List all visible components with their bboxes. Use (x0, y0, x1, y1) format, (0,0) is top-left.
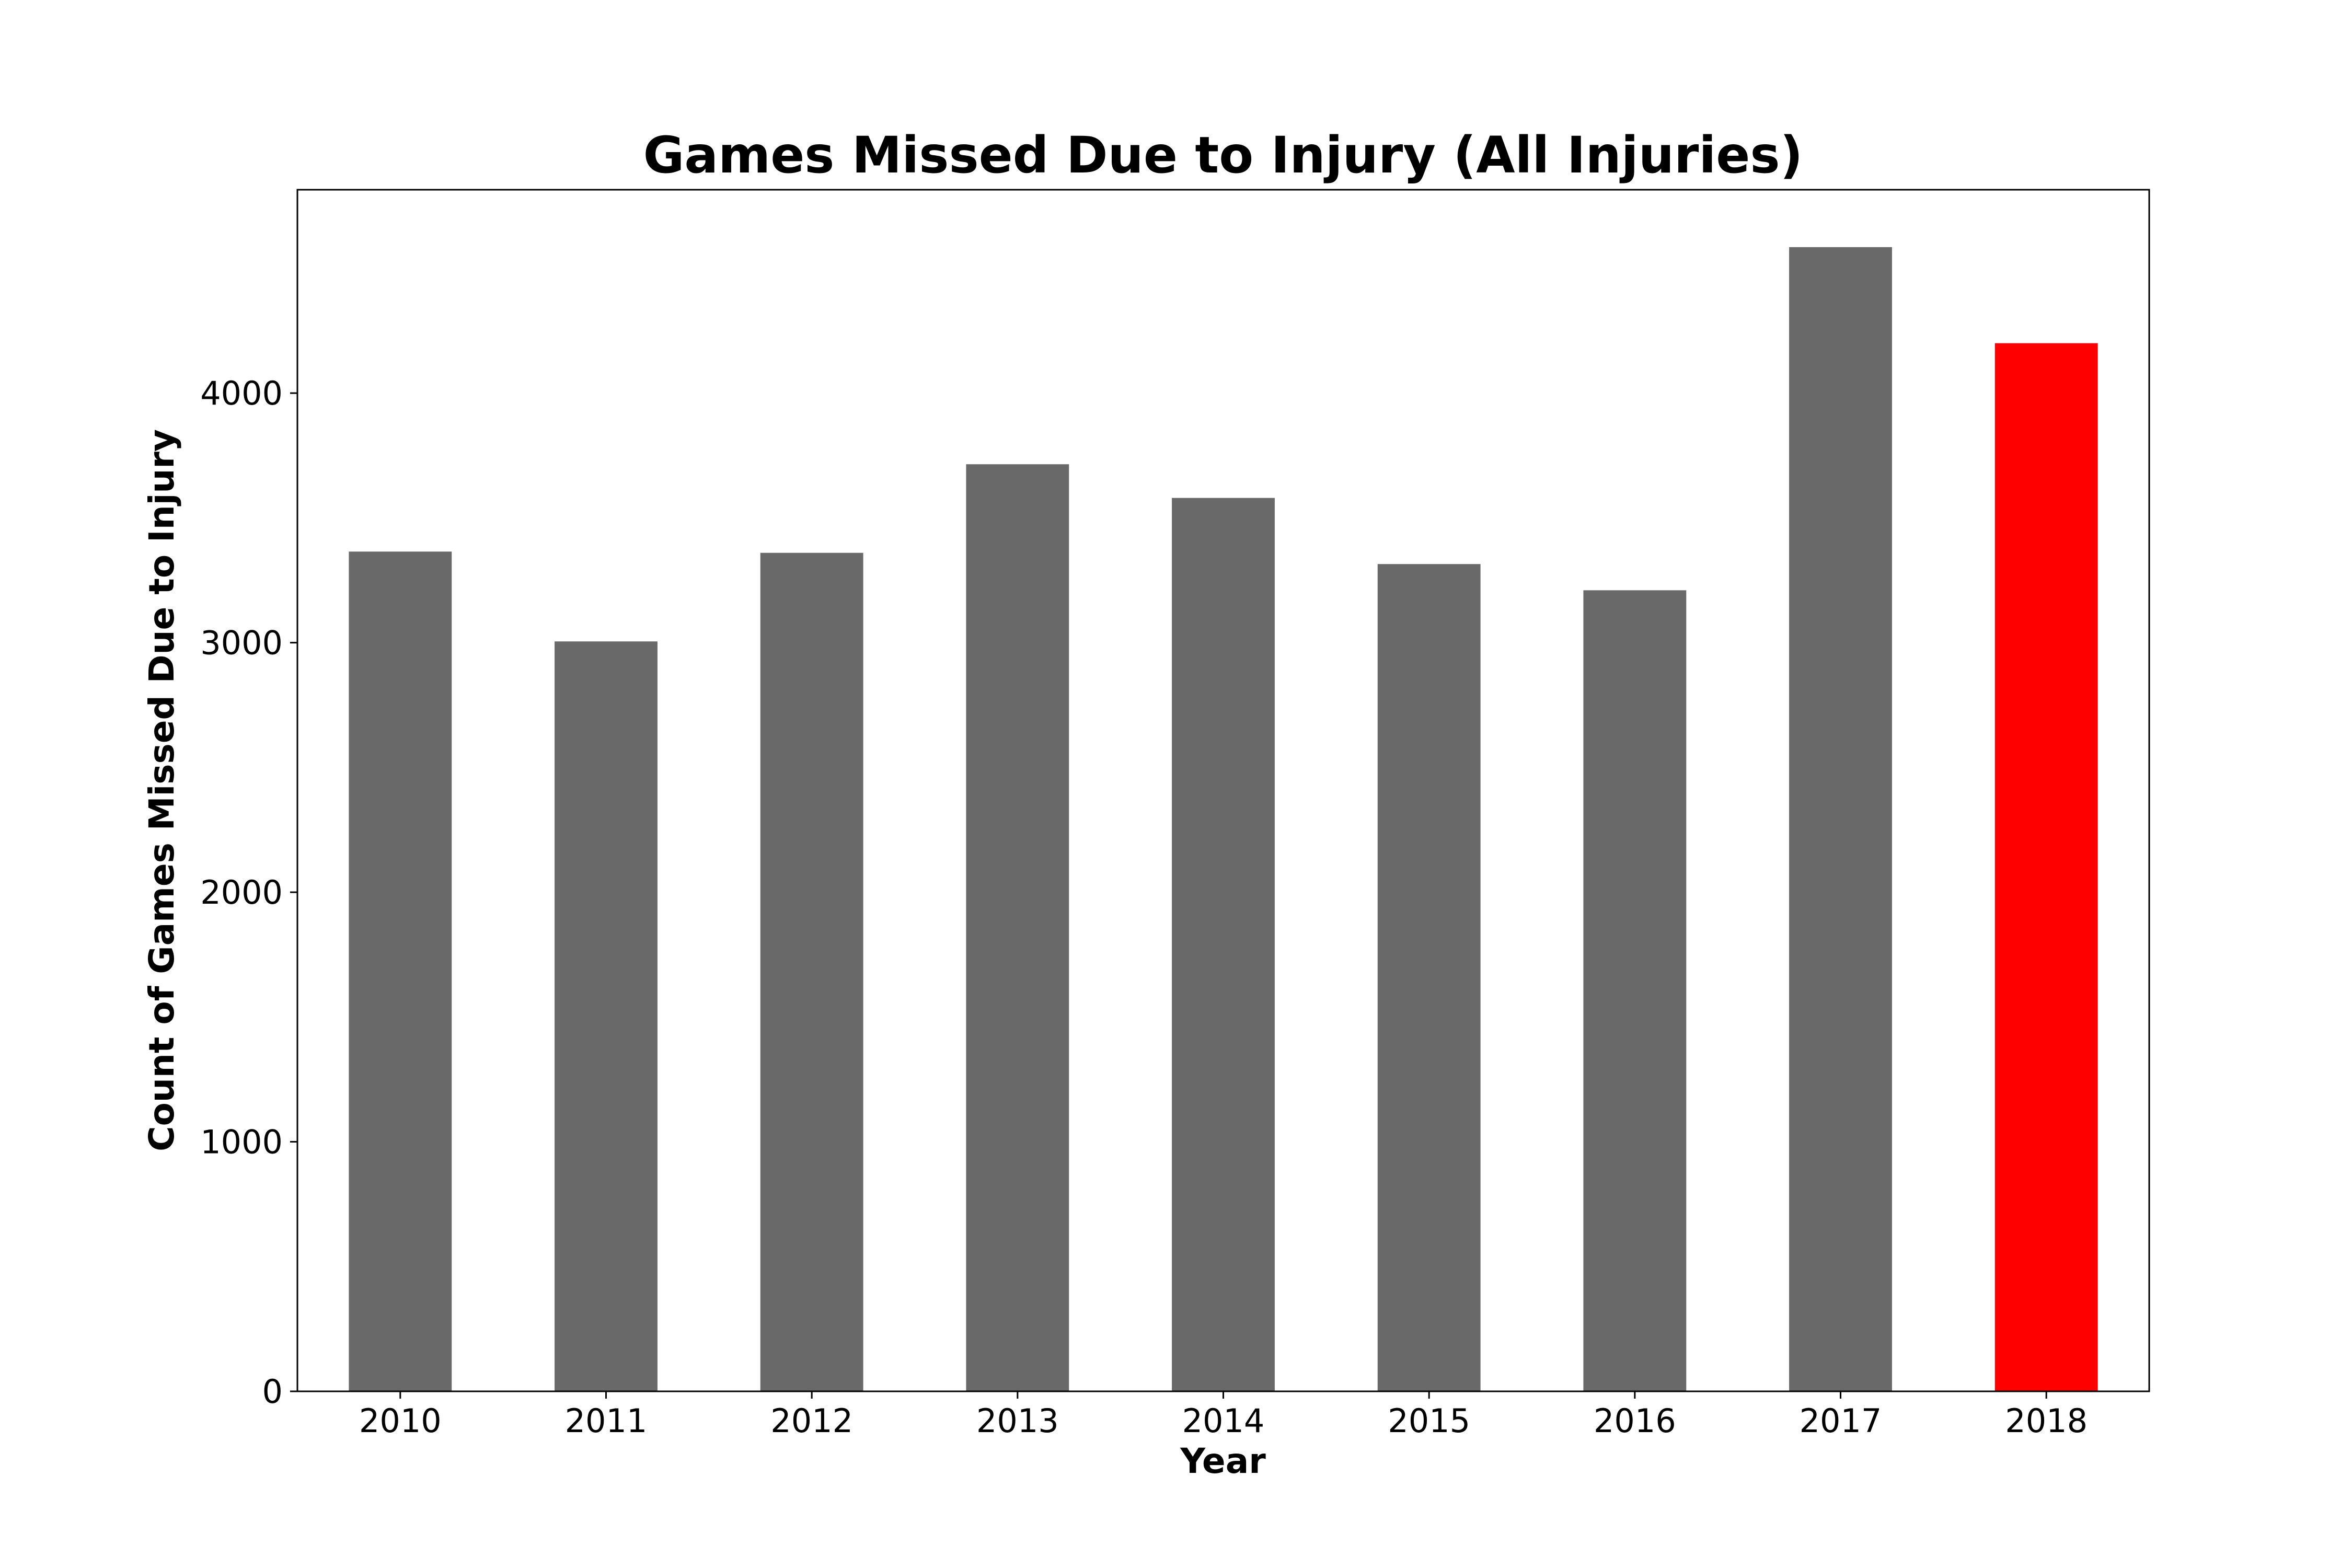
y-axis-ticks: 0 1000 2000 3000 4000 (200, 374, 297, 1411)
bar-2017 (1789, 247, 1892, 1392)
bar-2011 (555, 641, 658, 1391)
x-tick-label: 2015 (1388, 1402, 1470, 1440)
bars-group (349, 247, 2098, 1392)
x-axis-ticks: 2010 2011 2012 2013 2014 2015 2016 2017 2018 (359, 1391, 2088, 1440)
x-tick-label: 2010 (359, 1402, 442, 1440)
x-tick-label: 2012 (770, 1402, 853, 1440)
bar-2014 (1172, 498, 1275, 1391)
x-tick-label: 2014 (1182, 1402, 1265, 1440)
bar-2016 (1583, 590, 1687, 1391)
bar-2012 (760, 552, 863, 1391)
y-tick-label: 1000 (200, 1123, 283, 1161)
x-axis-label: Year (1180, 1441, 1266, 1481)
y-tick-label: 0 (262, 1373, 283, 1411)
x-tick-label: 2016 (1594, 1402, 1676, 1440)
y-axis-label: Count of Games Missed Due to Injury (142, 429, 182, 1151)
y-tick-label: 4000 (200, 374, 283, 412)
bar-2015 (1377, 564, 1481, 1391)
x-tick-label: 2011 (565, 1402, 648, 1440)
y-tick-label: 3000 (200, 624, 283, 662)
bar-2013 (966, 464, 1069, 1391)
chart-title: Games Missed Due to Injury (All Injuries… (643, 126, 1803, 185)
y-tick-label: 2000 (200, 873, 283, 912)
plot-area-frame (296, 189, 2150, 1392)
bar-2018 (1994, 343, 2098, 1391)
bar-2010 (349, 551, 452, 1391)
x-tick-label: 2018 (2005, 1402, 2088, 1440)
x-tick-label: 2013 (976, 1402, 1059, 1440)
x-tick-label: 2017 (1800, 1402, 1882, 1440)
